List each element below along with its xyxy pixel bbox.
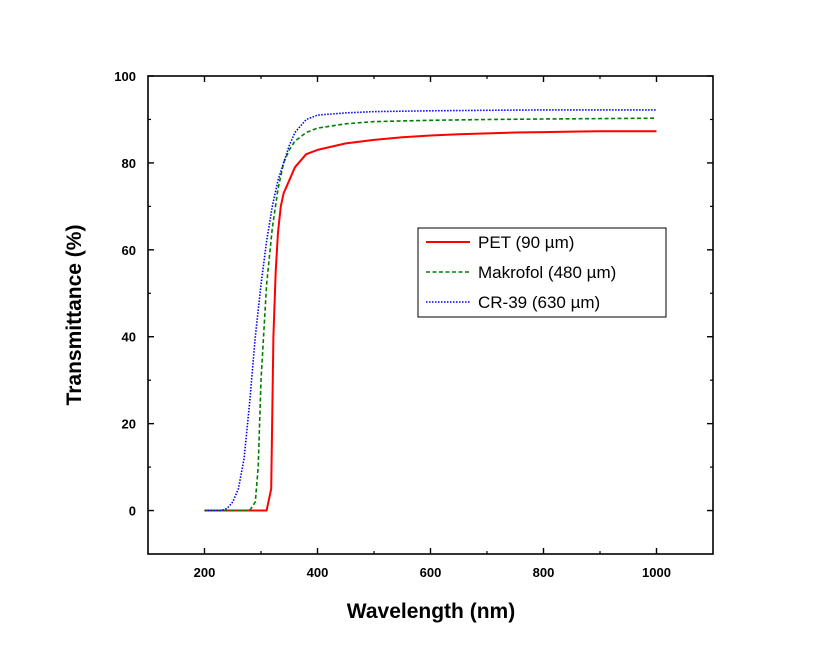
y-tick-label-5: 100 bbox=[114, 69, 136, 84]
x-tick-label-4: 1000 bbox=[642, 565, 671, 580]
y-tick-label-0: 0 bbox=[129, 504, 136, 519]
x-tick-label-0: 200 bbox=[194, 565, 216, 580]
legend-label-pet: PET (90 µm) bbox=[478, 233, 574, 252]
x-tick-label-1: 400 bbox=[307, 565, 329, 580]
y-tick-label-2: 40 bbox=[122, 330, 136, 345]
y-axis-title: Transmittance (%) bbox=[63, 225, 86, 406]
x-tick-label-2: 600 bbox=[420, 565, 442, 580]
legend: PET (90 µm) Makrofol (480 µm) CR-39 (630… bbox=[417, 227, 667, 318]
ticks-layer: 200 400 600 800 1000 0 20 40 60 80 100 bbox=[114, 69, 713, 580]
legend-label-makrofol: Makrofol (480 µm) bbox=[478, 263, 616, 282]
series-line-makrofol bbox=[204, 117, 657, 512]
series-line-cr39 bbox=[204, 109, 657, 512]
legend-label-cr39: CR-39 (630 µm) bbox=[478, 293, 600, 312]
x-tick-label-3: 800 bbox=[533, 565, 555, 580]
series-layer bbox=[204, 109, 657, 512]
y-tick-label-1: 20 bbox=[122, 417, 136, 432]
series-line-pet bbox=[204, 130, 657, 512]
y-tick-label-3: 60 bbox=[122, 243, 136, 258]
y-tick-label-4: 80 bbox=[122, 156, 136, 171]
x-axis-title: Wavelength (nm) bbox=[347, 600, 515, 623]
